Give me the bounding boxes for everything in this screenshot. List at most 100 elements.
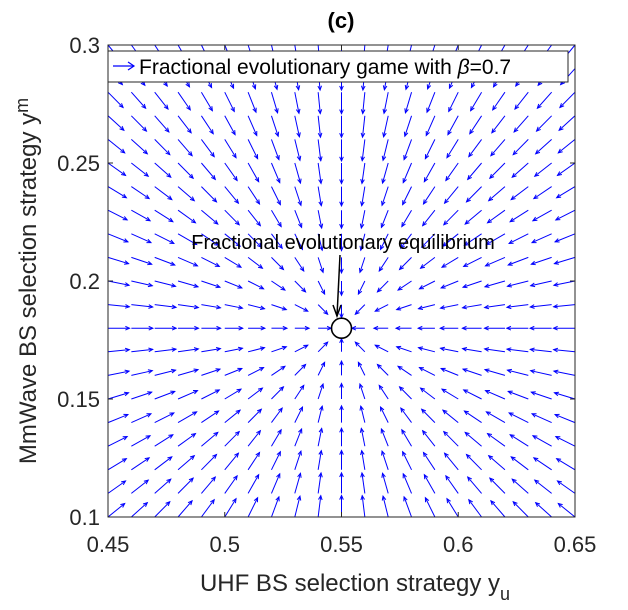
field-arrow-shaft (508, 390, 529, 400)
field-arrow-shaft (131, 502, 148, 518)
field-arrow (224, 452, 240, 471)
field-arrow-shaft (224, 475, 238, 494)
field-arrow-shaft (224, 115, 236, 135)
field-arrow-shaft (383, 92, 389, 114)
field-arrow (201, 346, 222, 353)
field-arrow-shaft (317, 210, 323, 229)
field-arrow (439, 325, 459, 331)
field-arrow-head (124, 282, 131, 287)
field-arrow (447, 115, 459, 136)
field-arrow (534, 501, 552, 518)
field-arrow-head (281, 345, 288, 351)
field-arrow-head (318, 471, 323, 478)
field-arrow-head (424, 496, 430, 503)
field-arrow-shaft (131, 186, 150, 200)
field-arrow-shaft (224, 233, 241, 247)
field-arrow-head (440, 284, 446, 289)
field-arrow-head (418, 367, 424, 372)
field-arrow-shaft (554, 414, 576, 424)
field-arrow-head (359, 223, 365, 230)
field-arrow-shaft (294, 186, 302, 206)
field-arrow-shaft (271, 257, 284, 270)
field-arrow-head (360, 201, 365, 207)
field-arrow-head (505, 304, 512, 310)
field-arrow-shaft (533, 457, 552, 471)
field-arrow-shaft (317, 383, 324, 400)
field-arrow-shaft (487, 209, 506, 224)
field-arrow-shaft (425, 115, 436, 136)
field-arrow (271, 386, 285, 400)
field-arrow-head (509, 217, 515, 223)
field-arrow-shaft (488, 186, 506, 202)
field-arrow-head (252, 107, 257, 114)
field-arrow-shaft (507, 280, 529, 287)
field-arrow-head (257, 264, 264, 270)
field-arrow (557, 139, 576, 154)
field-arrow (317, 210, 324, 230)
field-arrow-head (318, 427, 324, 433)
field-arrow (508, 412, 529, 424)
field-arrow-head (121, 480, 127, 486)
field-arrow-head (171, 347, 178, 352)
field-arrow-head (441, 241, 448, 247)
field-arrow-shaft (419, 367, 436, 376)
field-arrow (108, 325, 131, 331)
field-arrow (107, 304, 131, 309)
field-arrow-head (234, 452, 240, 458)
field-arrow (201, 368, 222, 376)
field-arrow-head (301, 363, 307, 369)
field-arrow (463, 233, 482, 247)
field-arrow-shaft (418, 347, 436, 353)
field-arrow (107, 502, 126, 518)
field-arrow-shaft (224, 304, 243, 309)
field-arrow-shaft (294, 162, 301, 184)
field-arrow-head (443, 198, 449, 205)
field-arrow-head (147, 391, 153, 396)
field-arrow-head (280, 286, 286, 291)
field-arrow-shaft (224, 368, 243, 376)
field-arrow-head (466, 476, 472, 482)
field-arrow-head (552, 369, 559, 375)
field-arrow-head (445, 474, 450, 481)
field-arrow-shaft (154, 501, 171, 518)
field-arrow-head (446, 497, 451, 504)
field-arrow-head (275, 495, 280, 502)
field-arrow-shaft (382, 473, 389, 494)
field-arrow-shaft (423, 162, 436, 182)
field-arrow-shaft (224, 186, 239, 204)
field-arrow (317, 186, 323, 207)
field-arrow (379, 233, 389, 251)
field-arrow-head (124, 369, 131, 375)
field-arrow-head (464, 219, 470, 225)
field-arrow (512, 139, 529, 156)
field-arrow-shaft (201, 280, 221, 288)
field-arrow (464, 431, 482, 447)
field-arrow-head (167, 456, 173, 462)
field-arrow-head (123, 413, 130, 419)
field-arrow (484, 390, 506, 400)
field-arrow (394, 325, 412, 331)
field-arrow (270, 162, 281, 184)
field-arrow-shaft (317, 280, 326, 295)
field-arrow-head (394, 325, 401, 331)
field-arrow (224, 162, 238, 182)
field-arrow-head (276, 178, 281, 184)
field-arrow-head (534, 501, 541, 507)
field-arrow-shaft (490, 500, 506, 518)
field-arrow-shaft (361, 472, 366, 494)
field-arrow (439, 346, 459, 353)
field-arrow-head (381, 494, 387, 501)
field-arrow (439, 304, 459, 310)
field-arrow-shaft (317, 92, 321, 114)
field-arrow-head (163, 81, 168, 88)
field-arrow (483, 280, 506, 288)
field-arrow (247, 496, 259, 518)
field-arrow-head (508, 239, 514, 245)
field-arrow-head (380, 222, 385, 229)
field-arrow-head (274, 108, 279, 114)
field-arrow-head (381, 472, 386, 478)
field-arrow-head (487, 196, 494, 202)
field-arrow-head (420, 242, 427, 249)
field-arrow-shaft (271, 280, 286, 291)
field-arrow-head (468, 498, 473, 505)
